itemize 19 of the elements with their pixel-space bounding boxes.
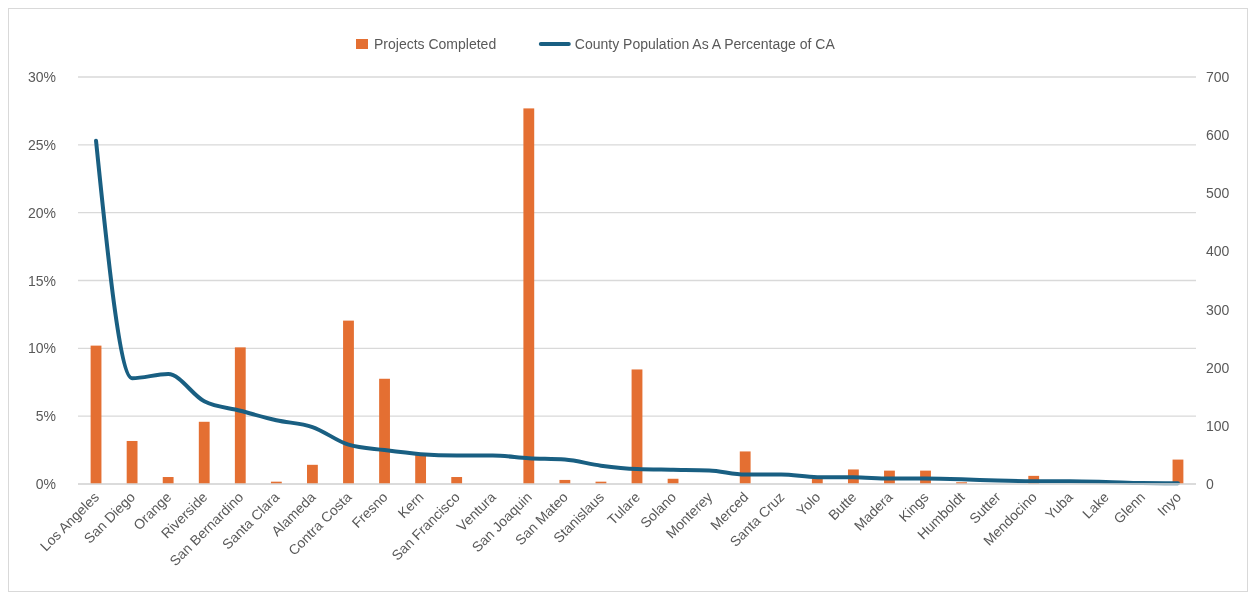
y2-tick-label: 600 [1206,127,1230,144]
legend-label: County Population As A Percentage of CA [574,36,836,52]
y-tick-label: 25% [27,136,56,153]
y-tick-label: 5% [35,408,56,425]
y2-tick-label: 200 [1206,359,1230,376]
y-tick-label: 15% [27,272,56,289]
y-tick-label: 30% [27,69,56,85]
x-tick-label: Yolo [793,488,824,520]
y2-tick-label: 400 [1206,243,1230,260]
y2-tick-label: 300 [1206,301,1230,318]
y-tick-label: 0% [35,476,56,492]
y2-tick-label: 0 [1206,476,1214,492]
x-tick-label: Inyo [1154,488,1185,519]
y-tick-label: 10% [27,340,56,357]
y-tick-label: 20% [27,204,56,221]
legend-label: Projects Completed [374,36,497,52]
y2-tick-label: 700 [1206,69,1230,85]
y2-tick-label: 100 [1206,417,1230,434]
y2-tick-label: 500 [1206,185,1230,202]
